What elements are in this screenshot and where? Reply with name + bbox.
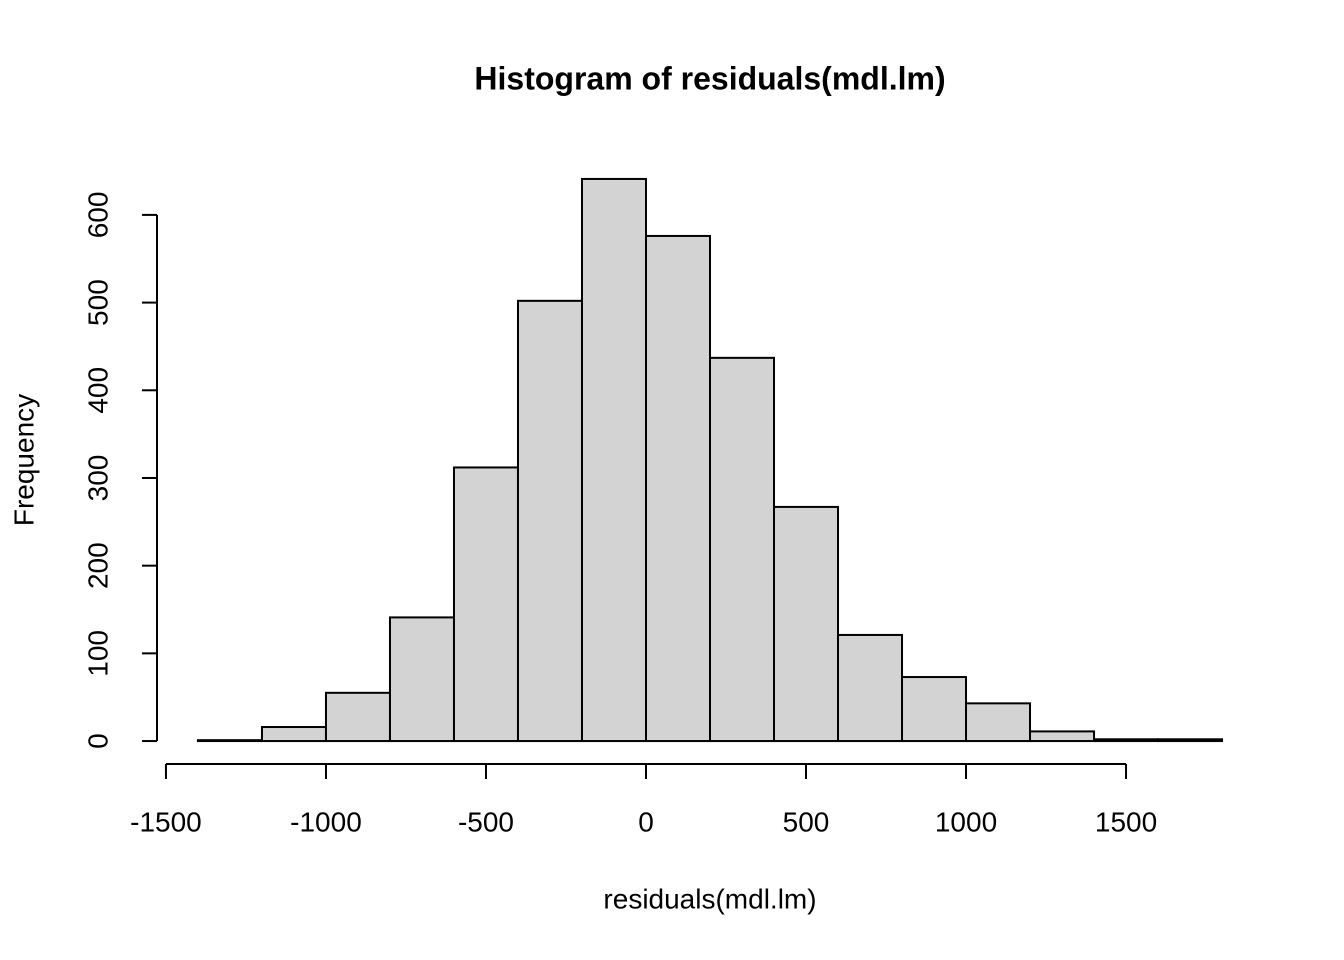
x-axis-label: residuals(mdl.lm): [603, 883, 816, 914]
x-tick-label: 1000: [935, 806, 997, 837]
bar: [452, 466, 519, 743]
y-axis-label: Frequency: [8, 394, 39, 526]
bar: [324, 691, 391, 743]
y-tick-label: 0: [82, 733, 113, 749]
bar: [516, 299, 583, 743]
y-tick-label: 200: [82, 542, 113, 589]
y-tick-label: 600: [82, 192, 113, 239]
x-tick-label: 1500: [1095, 806, 1157, 837]
bar: [837, 633, 904, 743]
bar: [1157, 738, 1224, 743]
bar: [644, 234, 711, 743]
bar: [580, 177, 647, 743]
bar: [1093, 738, 1160, 743]
x-tick-label: -1500: [130, 806, 202, 837]
bar: [388, 616, 455, 743]
bar: [1029, 730, 1096, 743]
bar: [260, 726, 327, 743]
bar: [901, 676, 968, 743]
bar: [196, 739, 263, 743]
x-tick-label: 500: [783, 806, 830, 837]
y-tick-label: 100: [82, 630, 113, 677]
bar: [965, 702, 1032, 743]
x-tick-label: -1000: [290, 806, 362, 837]
x-tick-label: 0: [638, 806, 654, 837]
bar: [773, 505, 840, 743]
y-tick-label: 400: [82, 367, 113, 414]
chart-title: Histogram of residuals(mdl.lm): [474, 60, 945, 96]
bar: [709, 356, 776, 743]
x-tick-label: -500: [458, 806, 514, 837]
y-tick-label: 300: [82, 455, 113, 502]
y-tick-label: 500: [82, 279, 113, 326]
